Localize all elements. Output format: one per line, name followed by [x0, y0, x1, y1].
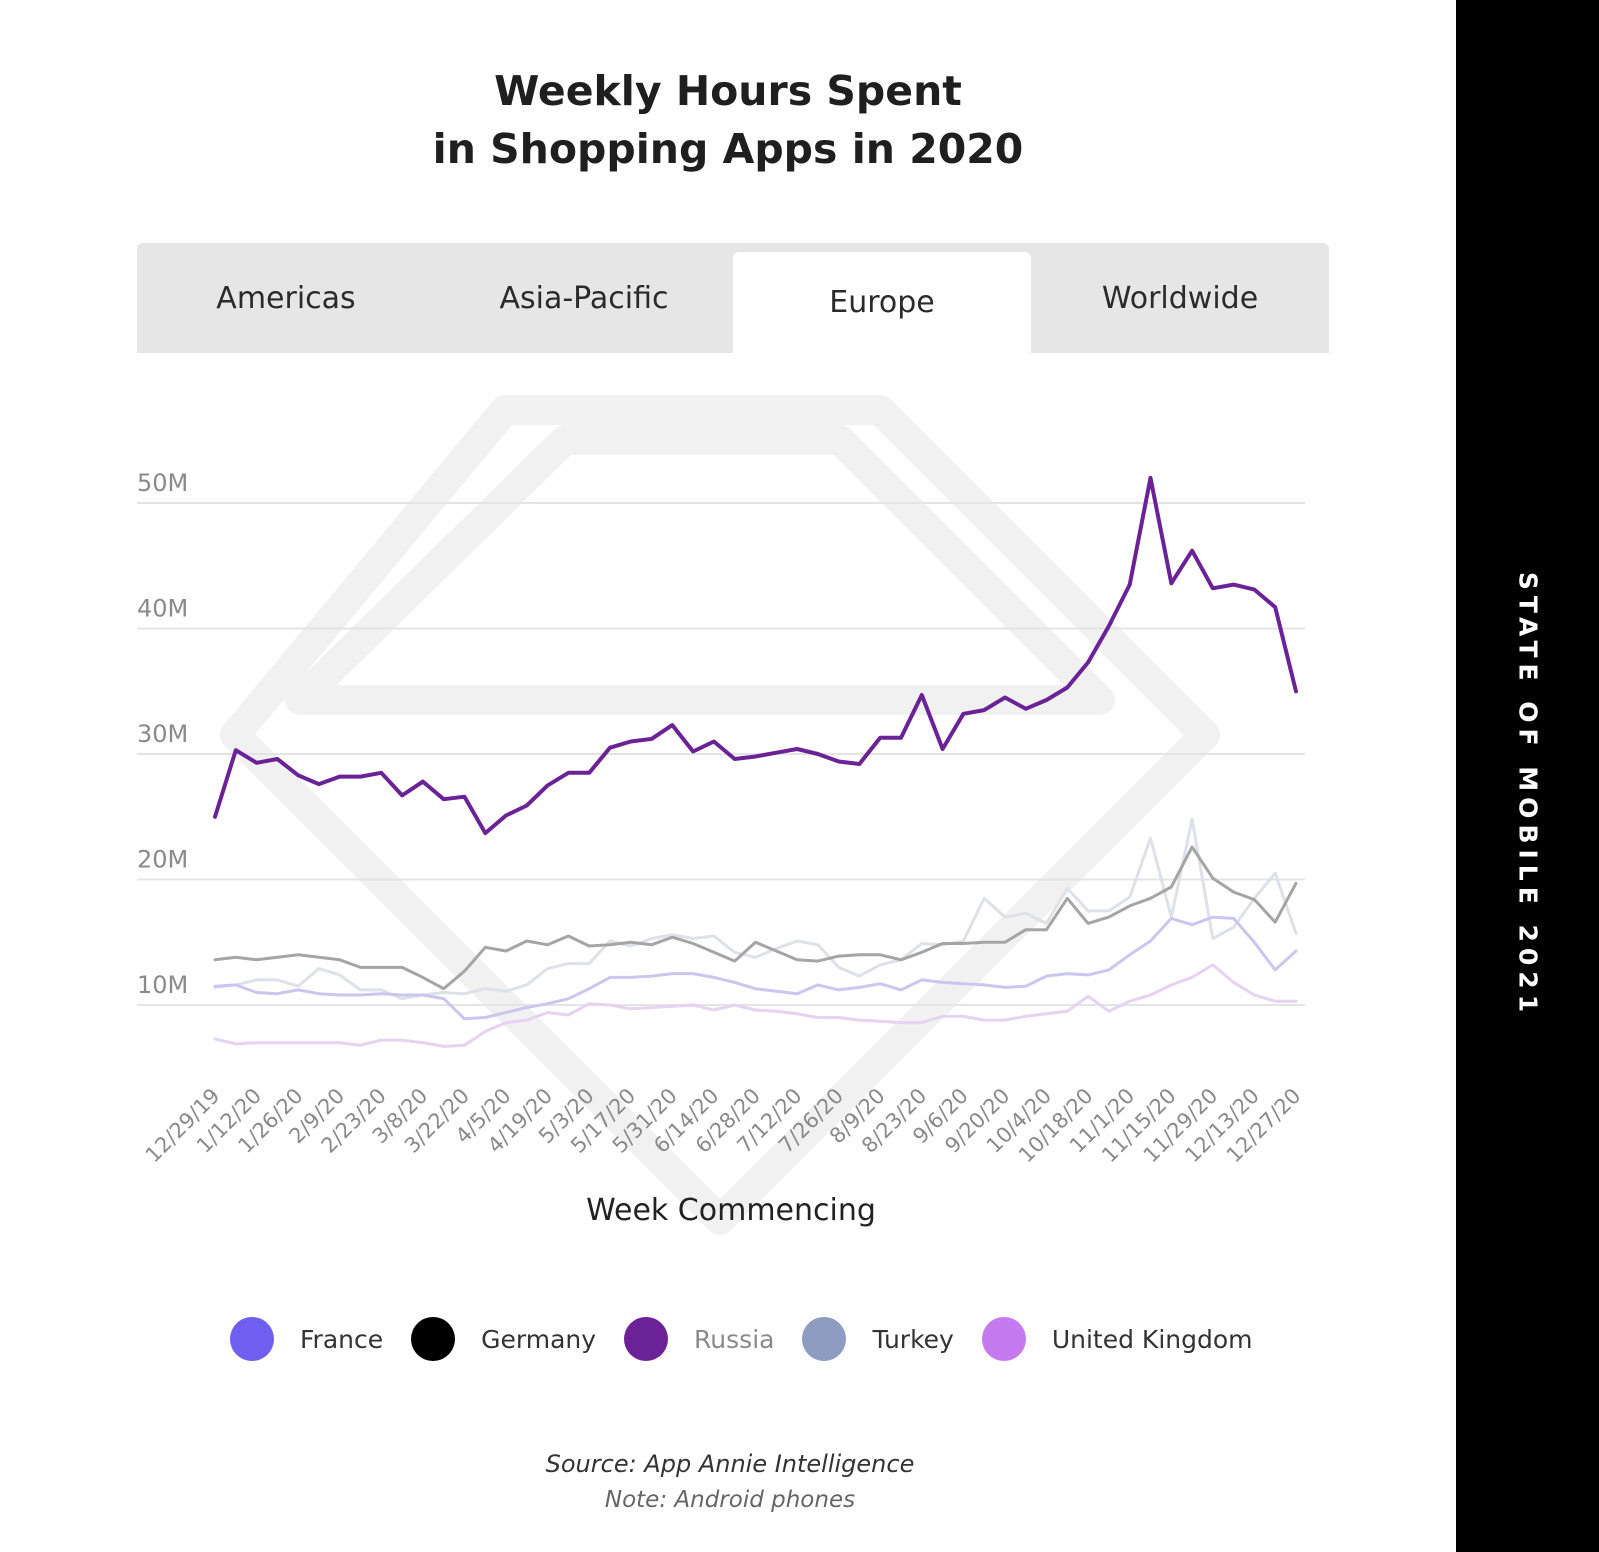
legend-swatch-germany	[411, 1317, 456, 1361]
chart-series-lines	[213, 475, 1298, 1048]
legend-label-russia: Russia	[694, 1324, 775, 1354]
source-text: Source: App Annie Intelligence	[545, 1450, 915, 1478]
y-axis-ticks: 10M 20M 30M 40M 50M	[137, 469, 188, 999]
legend-item-russia[interactable]: Russia	[624, 1317, 774, 1361]
watermark-logo	[220, 395, 1220, 1235]
tab-worldwide[interactable]: Worldwide	[1101, 280, 1259, 316]
x-axis-label: Week Commencing	[586, 1193, 876, 1228]
chart-title-line-1: Weekly Hours Spent	[494, 67, 962, 115]
legend-label-germany: Germany	[481, 1324, 597, 1354]
y-tick-label: 30M	[137, 720, 188, 748]
legend-swatch-russia	[624, 1317, 669, 1361]
legend-item-united-kingdom[interactable]: United Kingdom	[981, 1317, 1253, 1361]
y-tick-label: 50M	[137, 469, 188, 497]
legend-label-turkey: Turkey	[872, 1324, 954, 1354]
sidebar-banner: STATE OF MOBILE 2021	[1456, 0, 1599, 1552]
legend-item-germany[interactable]: Germany	[411, 1317, 596, 1361]
legend-item-france[interactable]: France	[230, 1317, 383, 1361]
series-line-united-kingdom	[213, 963, 1298, 1048]
legend-swatch-france	[230, 1317, 274, 1361]
tab-asia-pacific[interactable]: Asia-Pacific	[499, 280, 669, 316]
y-tick-label: 10M	[137, 971, 188, 999]
y-tick-label: 40M	[137, 595, 188, 623]
legend-item-turkey[interactable]: Turkey	[802, 1317, 954, 1361]
line-chart: 10M 20M 30M 40M 50M 12/29/191/12/201/26/202/…	[137, 395, 1306, 1235]
region-tabs: Americas Asia-Pacific Europe Worldwide	[137, 243, 1329, 353]
chart-grid	[137, 502, 1305, 1006]
chart-legend: France Germany Russia Turkey United King…	[230, 1314, 1281, 1364]
series-line-turkey	[213, 817, 1298, 1001]
series-line-france	[213, 915, 1298, 1021]
sidebar-label: STATE OF MOBILE 2021	[1513, 571, 1542, 1019]
chart-title: Weekly Hours Spent in Shopping Apps in 2…	[0, 62, 1456, 178]
tab-europe[interactable]: Europe	[733, 252, 1031, 353]
chart-title-line-2: in Shopping Apps in 2020	[432, 125, 1024, 173]
y-tick-label: 20M	[137, 846, 188, 874]
tab-americas[interactable]: Americas	[216, 280, 356, 316]
note-text: Note: Android phones	[604, 1487, 856, 1513]
legend-label-united-kingdom: United Kingdom	[1051, 1324, 1253, 1354]
legend-swatch-united-kingdom	[981, 1317, 1026, 1361]
legend-label-france: France	[300, 1324, 384, 1354]
series-line-russia	[213, 475, 1298, 836]
series-line-germany	[213, 845, 1298, 991]
legend-swatch-turkey	[802, 1317, 847, 1361]
x-axis-ticks: 12/29/191/12/201/26/202/9/202/23/203/8/2…	[141, 1084, 1306, 1168]
